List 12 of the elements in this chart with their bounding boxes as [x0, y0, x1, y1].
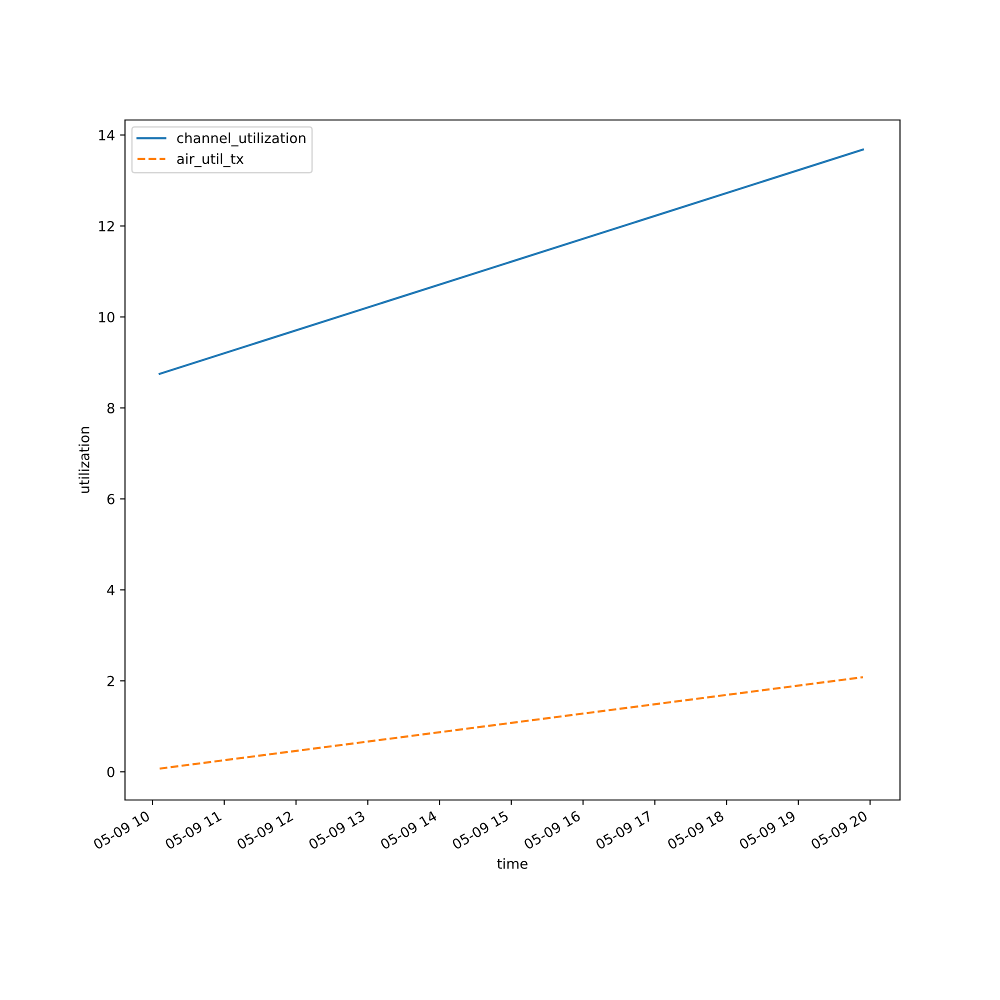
legend-label: channel_utilization — [177, 132, 306, 146]
y-tick-label: 14 — [99, 130, 114, 140]
x-axis-title: time — [497, 858, 528, 869]
y-tick-label: 0 — [107, 766, 114, 778]
y-tick-label: 12 — [99, 220, 114, 232]
legend-label: air_util_tx — [177, 153, 244, 168]
y-tick-label: 4 — [107, 585, 114, 596]
y-tick-label: 2 — [107, 676, 114, 686]
y-tick-label: 8 — [107, 402, 114, 414]
y-tick-label: 10 — [99, 312, 114, 322]
y-axis-title: utilization — [78, 427, 90, 493]
y-tick-label: 6 — [107, 494, 114, 504]
